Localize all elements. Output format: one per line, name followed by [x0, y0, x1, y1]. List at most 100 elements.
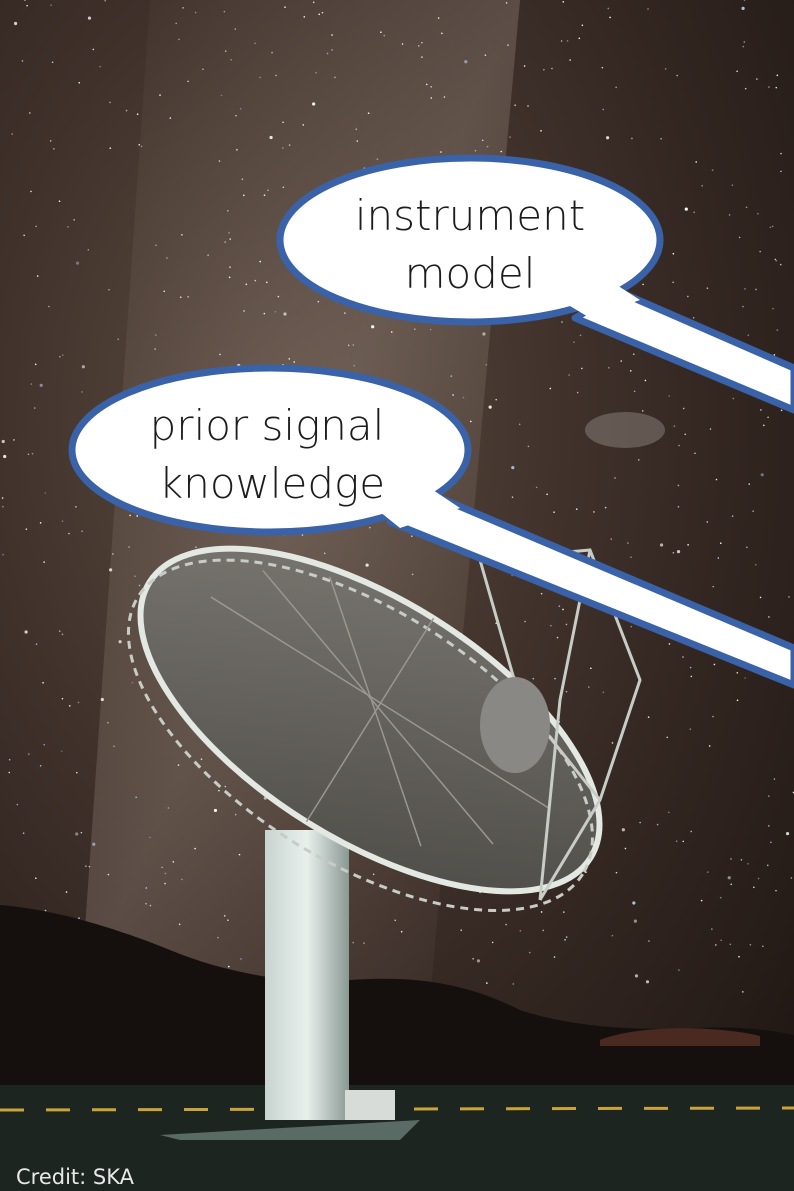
- star: [40, 384, 43, 387]
- star: [78, 917, 80, 919]
- star: [2, 497, 4, 499]
- star: [35, 226, 37, 228]
- star: [166, 257, 168, 259]
- star: [768, 86, 770, 88]
- star: [391, 331, 393, 333]
- star: [394, 919, 396, 921]
- star: [35, 364, 37, 366]
- star: [113, 746, 115, 748]
- star: [352, 344, 354, 346]
- star: [581, 368, 583, 370]
- star: [540, 130, 542, 132]
- star: [411, 535, 413, 537]
- star: [788, 596, 790, 598]
- star: [418, 45, 420, 47]
- star: [224, 241, 226, 243]
- star: [777, 329, 779, 331]
- star: [412, 574, 414, 576]
- star: [271, 52, 273, 54]
- star: [283, 312, 286, 315]
- star: [76, 261, 79, 264]
- star: [620, 360, 622, 362]
- star: [470, 421, 472, 423]
- star: [718, 557, 720, 559]
- star: [632, 901, 635, 904]
- star: [631, 138, 633, 140]
- star: [201, 758, 203, 760]
- star: [678, 969, 680, 971]
- bubble-line: model: [405, 249, 536, 298]
- scene: instrument model prior signal knowledge …: [0, 0, 794, 1191]
- star: [774, 778, 776, 780]
- star: [707, 871, 709, 873]
- star: [736, 70, 738, 72]
- star: [743, 46, 745, 48]
- star: [791, 877, 793, 879]
- star: [678, 506, 680, 508]
- star: [633, 353, 635, 355]
- star: [712, 169, 714, 171]
- star: [762, 945, 764, 947]
- star: [528, 446, 530, 448]
- star: [711, 928, 713, 930]
- equipment-box: [345, 1090, 395, 1120]
- star: [577, 392, 579, 394]
- star: [438, 17, 440, 19]
- star: [694, 452, 696, 454]
- star: [22, 60, 24, 62]
- star: [228, 966, 230, 968]
- star: [62, 354, 64, 356]
- star: [486, 364, 488, 366]
- star: [533, 678, 535, 680]
- star: [546, 493, 548, 495]
- star: [775, 87, 777, 89]
- star: [634, 390, 636, 392]
- star: [689, 728, 691, 730]
- star: [202, 68, 204, 70]
- star: [36, 643, 38, 645]
- star: [741, 859, 743, 861]
- star: [482, 332, 485, 335]
- star: [554, 956, 556, 958]
- star: [738, 956, 740, 958]
- star: [334, 77, 336, 79]
- star: [315, 72, 317, 74]
- star: [695, 161, 697, 163]
- star: [647, 8, 649, 10]
- star: [630, 370, 632, 372]
- star: [737, 699, 739, 701]
- star: [648, 940, 650, 942]
- star: [729, 214, 731, 216]
- star: [187, 80, 189, 82]
- star: [561, 40, 563, 42]
- star: [701, 185, 703, 187]
- star: [348, 345, 350, 347]
- credit: Credit: SKA: [16, 1165, 135, 1189]
- star: [352, 942, 354, 944]
- star: [246, 283, 248, 285]
- star: [40, 765, 42, 767]
- star: [62, 520, 64, 522]
- star: [37, 275, 39, 277]
- star: [264, 313, 266, 315]
- star: [464, 60, 467, 63]
- star: [569, 59, 571, 61]
- star: [536, 487, 538, 489]
- star: [677, 550, 680, 553]
- star: [28, 753, 30, 755]
- star: [426, 84, 428, 86]
- star: [616, 872, 618, 874]
- star: [720, 897, 722, 899]
- star: [736, 672, 738, 674]
- star: [402, 43, 404, 45]
- star: [715, 944, 717, 946]
- star: [690, 831, 692, 833]
- star: [266, 282, 268, 284]
- star: [660, 543, 663, 546]
- star: [755, 564, 757, 566]
- star: [561, 321, 563, 323]
- pedestal: [265, 830, 349, 1120]
- star: [744, 677, 746, 679]
- star: [757, 213, 759, 215]
- star: [68, 533, 70, 535]
